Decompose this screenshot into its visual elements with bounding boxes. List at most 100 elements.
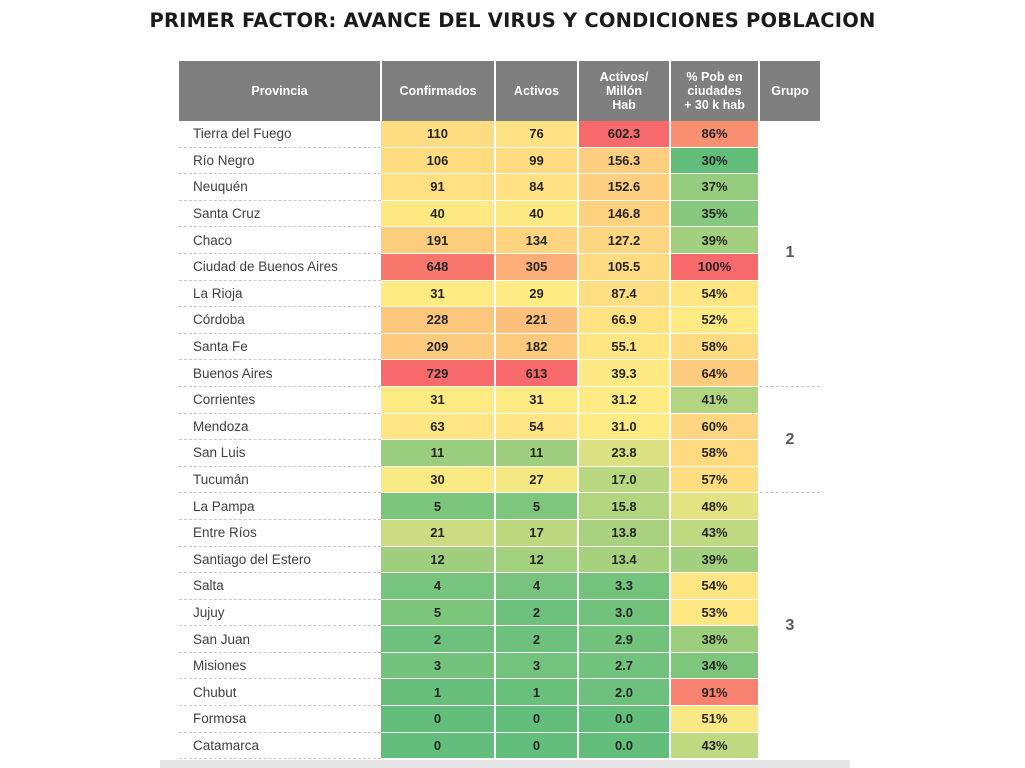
table-row: Mendoza 63 54 31.0 60% — [179, 413, 820, 441]
cell-pob: 38% — [670, 625, 760, 653]
cell-provincia: Corrientes — [179, 386, 381, 414]
cell-pob: 58% — [670, 333, 760, 361]
cell-activos: 29 — [495, 280, 579, 308]
cell-grupo: 2 — [759, 385, 820, 493]
cell-provincia: Salta — [179, 572, 381, 600]
cell-pob: 51% — [670, 705, 760, 733]
cell-confirmados: 110 — [381, 121, 496, 148]
cell-activos-millon: 31.2 — [578, 386, 671, 414]
cell-confirmados: 30 — [381, 466, 496, 494]
cell-activos: 5 — [495, 492, 579, 520]
table-row: Chaco 191 134 127.2 39% — [179, 226, 820, 254]
header-confirmados: Confirmados — [381, 61, 496, 121]
cell-confirmados: 191 — [381, 226, 496, 254]
table-body: Tierra del Fuego 110 76 602.3 86% 1 Río Negro 1… — [179, 121, 820, 760]
table-row: Misiones 3 3 2.7 34% — [179, 652, 820, 680]
page-title: PRIMER FACTOR: AVANCE DEL VIRUS Y CONDIC… — [149, 9, 876, 32]
table-row: Jujuy 5 2 3.0 53% — [179, 599, 820, 627]
cell-activos: 76 — [495, 121, 579, 148]
cell-activos: 17 — [495, 519, 579, 547]
table-row: La Rioja 31 29 87.4 54% — [179, 280, 820, 308]
cell-pob: 54% — [670, 572, 760, 600]
table-row: San Luis 11 11 23.8 58% — [179, 439, 820, 467]
cell-activos-millon: 3.0 — [578, 599, 671, 627]
cell-activos-millon: 66.9 — [578, 306, 671, 334]
cell-provincia: Mendoza — [179, 413, 381, 441]
cell-activos: 305 — [495, 253, 579, 281]
table-row: La Pampa 5 5 15.8 48% 3 — [179, 492, 820, 759]
table-row: Corrientes 31 31 31.2 41% 2 — [179, 385, 820, 493]
table-row: Formosa 0 0 0.0 51% — [179, 705, 820, 733]
cell-activos-millon: 146.8 — [578, 200, 671, 228]
cell-activos: 12 — [495, 546, 579, 574]
cell-grupo: 1 — [759, 121, 820, 387]
header-pob-ciudades: % Pob en ciudades + 30 k hab — [670, 61, 760, 121]
table-row: Córdoba 228 221 66.9 52% — [179, 306, 820, 334]
cell-activos: 40 — [495, 200, 579, 228]
cell-confirmados: 3 — [381, 652, 496, 680]
table-row: Neuquén 91 84 152.6 37% — [179, 173, 820, 201]
cell-pob: 30% — [670, 147, 760, 175]
cell-activos-millon: 55.1 — [578, 333, 671, 361]
bottom-divider — [160, 760, 850, 768]
cell-pob: 35% — [670, 200, 760, 228]
cell-provincia: Santa Fe — [179, 333, 381, 361]
cell-provincia: San Juan — [179, 625, 381, 653]
cell-pob: 60% — [670, 413, 760, 441]
cell-activos-millon: 156.3 — [578, 147, 671, 175]
cell-provincia: La Rioja — [179, 280, 381, 308]
cell-activos: 182 — [495, 333, 579, 361]
table-row: Santa Cruz 40 40 146.8 35% — [179, 200, 820, 228]
cell-activos-millon: 15.8 — [578, 492, 671, 520]
cell-pob: 39% — [670, 546, 760, 574]
table-row: San Juan 2 2 2.9 38% — [179, 625, 820, 653]
cell-activos: 84 — [495, 173, 579, 201]
table-row: Santiago del Estero 12 12 13.4 39% — [179, 546, 820, 574]
cell-provincia: Formosa — [179, 705, 381, 733]
cell-activos: 1 — [495, 678, 579, 707]
header-row: Provincia Confirmados Activos Activos/ M… — [179, 61, 820, 121]
cell-provincia: Córdoba — [179, 306, 381, 334]
cell-activos-millon: 13.8 — [578, 519, 671, 547]
table-row: Buenos Aires 729 613 39.3 64% — [179, 359, 820, 387]
cell-activos: 4 — [495, 572, 579, 600]
cell-pob: 58% — [670, 439, 760, 467]
cell-pob: 39% — [670, 226, 760, 254]
cell-activos-millon: 3.3 — [578, 572, 671, 600]
table-row: Tucumán 30 27 17.0 57% — [179, 466, 820, 494]
cell-confirmados: 31 — [381, 386, 496, 414]
header-activos: Activos — [495, 61, 579, 121]
cell-confirmados: 12 — [381, 546, 496, 574]
cell-confirmados: 5 — [381, 599, 496, 627]
cell-activos-millon: 39.3 — [578, 359, 671, 387]
cell-activos: 2 — [495, 625, 579, 653]
cell-confirmados: 729 — [381, 359, 496, 387]
cell-pob: 43% — [670, 519, 760, 547]
cell-provincia: San Luis — [179, 439, 381, 467]
cell-provincia: Misiones — [179, 652, 381, 680]
cell-activos: 0 — [495, 705, 579, 733]
cell-activos: 613 — [495, 359, 579, 387]
cell-confirmados: 40 — [381, 200, 496, 228]
cell-provincia: Buenos Aires — [179, 359, 381, 387]
cell-confirmados: 0 — [381, 732, 496, 760]
cell-confirmados: 91 — [381, 173, 496, 201]
cell-activos-millon: 2.0 — [578, 678, 671, 707]
cell-activos: 2 — [495, 599, 579, 627]
cell-confirmados: 63 — [381, 413, 496, 441]
table-row: Tierra del Fuego 110 76 602.3 86% 1 — [179, 121, 820, 387]
cell-activos: 11 — [495, 439, 579, 467]
cell-activos-millon: 127.2 — [578, 226, 671, 254]
cell-confirmados: 4 — [381, 572, 496, 600]
cell-confirmados: 106 — [381, 147, 496, 175]
cell-provincia: Río Negro — [179, 147, 381, 175]
cell-pob: 48% — [670, 492, 760, 520]
cell-activos-millon: 152.6 — [578, 173, 671, 201]
cell-provincia: Chaco — [179, 226, 381, 254]
table-row: Chubut 1 1 2.0 91% — [179, 678, 820, 707]
cell-activos-millon: 31.0 — [578, 413, 671, 441]
cell-pob: 43% — [670, 732, 760, 760]
cell-activos-millon: 23.8 — [578, 439, 671, 467]
cell-grupo: 3 — [759, 492, 820, 759]
cell-confirmados: 31 — [381, 280, 496, 308]
